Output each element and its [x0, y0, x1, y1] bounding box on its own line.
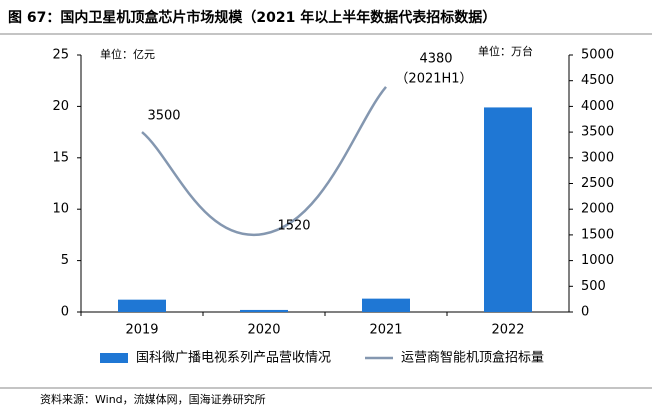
y-unit: 单位：亿元: [100, 47, 155, 61]
y-tick-label: 5: [61, 253, 69, 268]
y2-unit: 单位：万台: [478, 44, 533, 58]
y-tick-label: 20: [52, 99, 69, 114]
y-tick-label: 0: [61, 305, 69, 320]
x-tick-label: 2019: [125, 323, 158, 338]
source: 资料来源：Wind，流媒体网，国海证券研究所: [40, 392, 266, 406]
y2-tick-label: 4000: [581, 99, 614, 114]
chart-title: 图 67：国内卫星机顶盒芯片市场规模（2021 年以上半年数据代表招标数据）: [8, 9, 496, 26]
y2-tick-label: 0: [581, 305, 589, 320]
legend-label: 运营商智能机顶盒招标量: [401, 350, 544, 366]
bar: [484, 107, 532, 312]
y2-tick-label: 5000: [581, 48, 614, 63]
line: [141, 86, 387, 237]
bar: [118, 299, 166, 312]
x-tick-label: 2022: [491, 323, 524, 338]
bar: [362, 298, 410, 312]
y2-tick-label: 1500: [581, 227, 614, 242]
y2-tick-label: 2000: [581, 202, 614, 217]
y-tick-label: 15: [52, 150, 69, 165]
legend-label: 国科微广播电视系列产品营收情况: [136, 351, 331, 366]
legend-swatch: [100, 353, 128, 363]
data-label: 1520: [277, 218, 310, 233]
y2-tick-label: 1000: [581, 253, 614, 268]
y-tick-label: 25: [52, 48, 69, 63]
bar: [240, 309, 288, 312]
y2-tick-label: 2500: [581, 176, 614, 191]
data-label: 3500: [147, 109, 180, 124]
y2-tick-label: 3000: [581, 150, 614, 165]
y-tick-label: 10: [52, 202, 69, 217]
y2-tick-label: 500: [581, 279, 606, 294]
x-tick-label: 2020: [247, 323, 280, 338]
y2-tick-label: 3500: [581, 125, 614, 140]
x-tick-label: 2021: [369, 323, 402, 338]
annotation: （2021H1）: [395, 71, 472, 86]
y2-tick-label: 4500: [581, 73, 614, 88]
data-label: 4380: [419, 51, 452, 66]
